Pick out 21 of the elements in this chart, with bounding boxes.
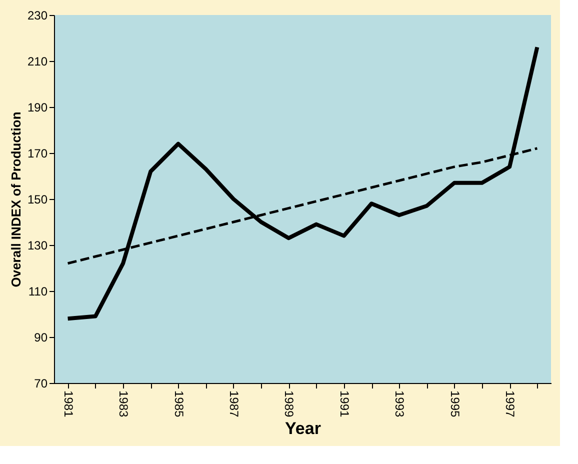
x-tick-label: 1983: [116, 390, 131, 418]
y-tick-label: 150: [27, 192, 48, 206]
x-axis-title: Year: [285, 419, 322, 438]
y-tick-label: 70: [34, 376, 48, 390]
y-tick-label: 190: [27, 100, 48, 114]
y-axis-title: Overall INDEX of Production: [8, 112, 24, 288]
x-tick-label: 1991: [337, 390, 352, 418]
x-tick-label: 1995: [448, 390, 462, 418]
y-tick-label: 210: [27, 54, 48, 68]
x-tick-label: 1993: [392, 390, 407, 418]
x-tick-label: 1981: [61, 390, 76, 418]
x-tick-label: 1987: [226, 390, 241, 418]
x-tick-label: 1989: [282, 390, 296, 418]
y-tick-label: 230: [27, 8, 48, 22]
y-tick-label: 170: [27, 146, 48, 160]
x-tick-label: 1985: [172, 390, 186, 418]
line-series: [66, 45, 540, 321]
y-tick-label: 90: [34, 330, 48, 344]
y-tick-label: 110: [28, 284, 48, 298]
x-tick-label: 1997: [503, 390, 518, 418]
y-tick-label: 130: [27, 238, 48, 252]
